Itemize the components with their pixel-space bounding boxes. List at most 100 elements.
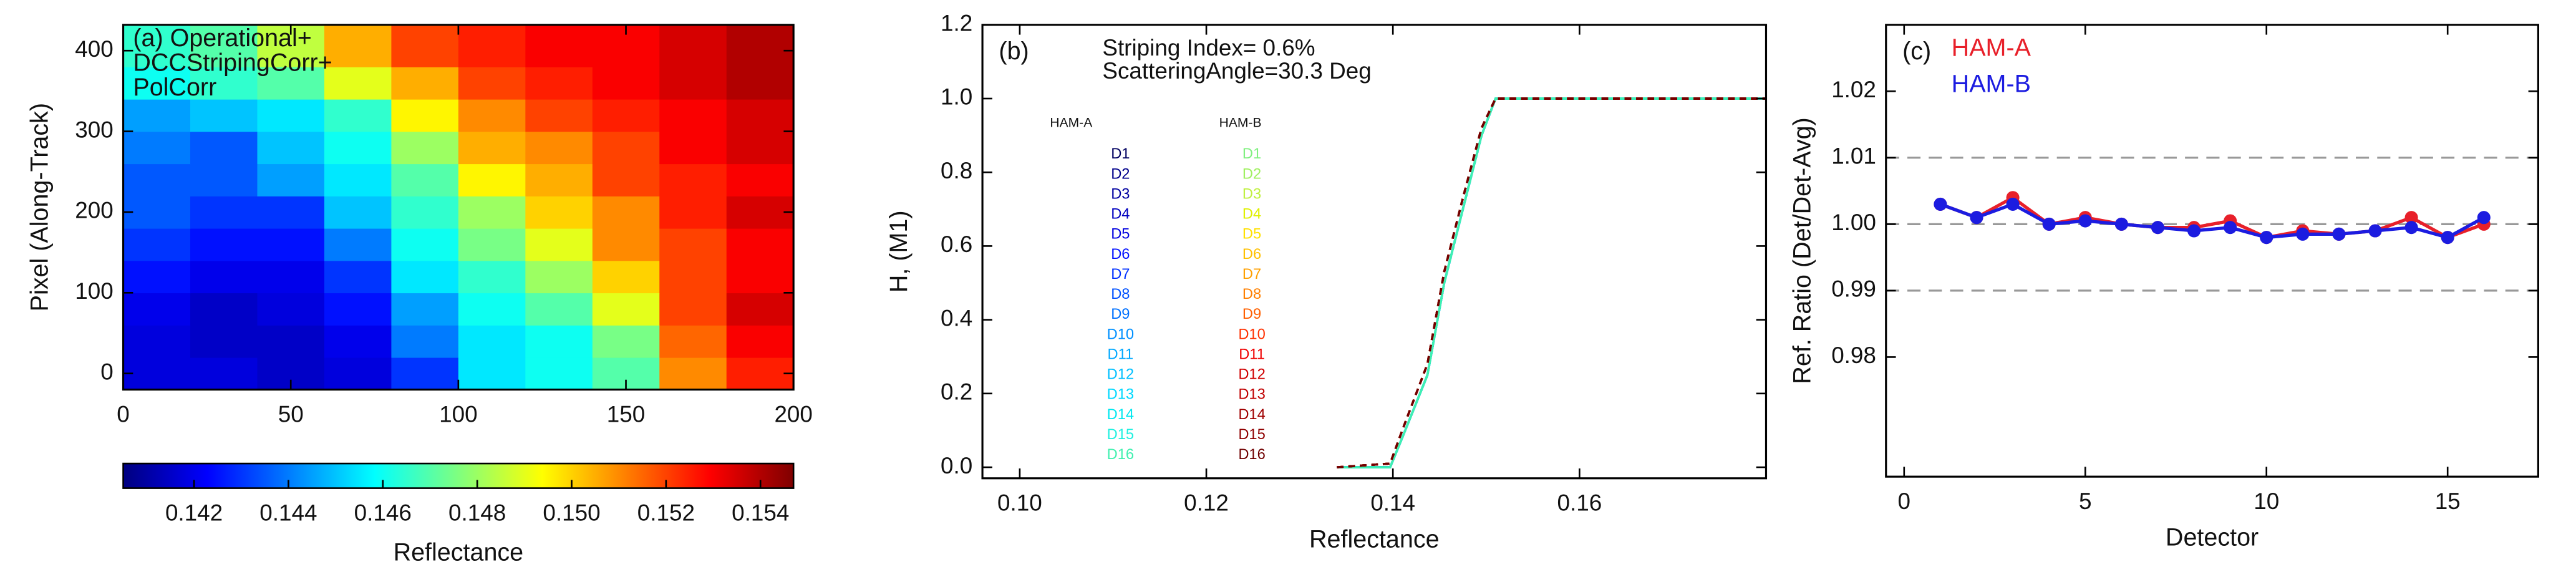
heatmap-cell [726, 99, 794, 132]
heatmap-cell [324, 24, 392, 67]
heatmap-cell [659, 163, 727, 196]
heatmap-cell [726, 357, 794, 390]
heatmap-cell [458, 24, 526, 67]
heatmap-cell [257, 99, 325, 132]
heatmap-cell [726, 163, 794, 196]
heatmap-cell [659, 24, 727, 67]
heatmap-cell [592, 196, 661, 229]
heatmap-cell [257, 196, 325, 229]
data-line [1939, 195, 2485, 240]
data-line [1337, 97, 1766, 468]
heatmap-cell [257, 325, 325, 358]
data-line [1337, 97, 1766, 468]
data-line [1337, 97, 1766, 468]
data-line [1337, 97, 1766, 468]
legend-entry: D7 [1242, 266, 1261, 283]
heatmap-cell [190, 163, 258, 196]
heatmap-cell [726, 67, 794, 100]
legend-entry: HAM-A [1952, 34, 2031, 62]
legend-entry: D1 [1111, 146, 1130, 162]
data-point [2151, 221, 2164, 235]
y-tick-label: 0.99 [1831, 276, 1876, 302]
heatmap-cell [123, 67, 191, 100]
data-line [1337, 97, 1766, 468]
heatmap-cell [123, 99, 191, 132]
annotation: Striping Index= 0.6% [1102, 35, 1315, 61]
heatmap-cell [726, 131, 794, 165]
legend-entry: D10 [1238, 326, 1265, 342]
legend-entry: D9 [1111, 306, 1130, 323]
heatmap-cell [458, 196, 526, 229]
heatmap-cell [324, 67, 392, 100]
data-point [2006, 197, 2020, 211]
heatmap-cell [257, 260, 325, 294]
heatmap-cell [592, 228, 661, 261]
data-line [1337, 97, 1766, 468]
y-tick-label: 0.8 [941, 158, 972, 183]
heatmap-cell [458, 325, 526, 358]
legend-entry: D12 [1107, 367, 1134, 383]
colorbar-tick-label: 0.152 [637, 500, 695, 525]
heatmap-cell [659, 293, 727, 326]
y-axis-label: Pixel (Along-Track) [26, 103, 53, 311]
heatmap-cell [726, 293, 794, 326]
heatmap-cell [659, 325, 727, 358]
annotation: ScatteringAngle=30.3 Deg [1102, 58, 1371, 84]
heatmap-cell [659, 260, 727, 294]
legend-entry: D13 [1238, 387, 1265, 403]
heatmap-cell [190, 228, 258, 261]
x-tick-label: 15 [2435, 488, 2461, 514]
data-line [1337, 97, 1766, 468]
colorbar-tick-label: 0.148 [448, 500, 506, 525]
x-tick-label: 0.14 [1370, 490, 1415, 516]
x-axis-label: Detector [2166, 524, 2259, 551]
legend-entry: D6 [1111, 246, 1130, 263]
x-tick-label: 200 [774, 401, 813, 427]
panel-label: (b) [999, 37, 1029, 65]
heatmap-cell [324, 325, 392, 358]
heatmap-cell [391, 260, 459, 294]
legend-entry: D2 [1242, 166, 1261, 182]
heatmap-cell [592, 293, 661, 326]
legend-entry: D5 [1242, 226, 1261, 243]
x-tick-label: 0.16 [1557, 490, 1602, 516]
heatmap-cell [525, 228, 593, 261]
heatmap-cell [257, 293, 325, 326]
legend-entry: D5 [1111, 226, 1130, 243]
legend-entry: D16 [1238, 447, 1265, 463]
heatmap-cell [190, 131, 258, 165]
heatmap-cell [123, 325, 191, 358]
legend-entry: D7 [1111, 266, 1130, 283]
heatmap-cell [726, 325, 794, 358]
data-point [1934, 197, 1947, 211]
heatmap-cell [726, 228, 794, 261]
heatmap-cell [659, 357, 727, 390]
data-line [1337, 97, 1766, 468]
data-line [1337, 97, 1766, 468]
y-tick-label: 1.2 [941, 11, 972, 36]
legend-entry: D4 [1111, 206, 1130, 223]
heatmap-cell [659, 99, 727, 132]
y-tick-label: 200 [75, 198, 114, 223]
data-line [1337, 97, 1766, 468]
legend-entry: D15 [1107, 427, 1134, 443]
y-tick-label: 300 [75, 117, 114, 142]
legend-entry: D13 [1107, 387, 1134, 403]
heatmap-cell [123, 131, 191, 165]
data-line [1337, 97, 1766, 468]
legend-entry: D14 [1107, 407, 1134, 423]
data-line [1337, 97, 1766, 468]
heatmap-cell [525, 24, 593, 67]
heatmap-cell [123, 260, 191, 294]
legend-entry: D8 [1111, 286, 1130, 303]
y-tick-label: 1.0 [941, 84, 972, 110]
legend-entry: D16 [1107, 447, 1134, 463]
data-line [1337, 97, 1766, 468]
legend-entry: HAM-B [1952, 70, 2031, 98]
heatmap-cell [659, 196, 727, 229]
heatmap-cell [190, 357, 258, 390]
legend-entry: D3 [1111, 186, 1130, 202]
data-point [2296, 227, 2310, 241]
axes-frame [122, 24, 795, 391]
data-point [2404, 211, 2418, 225]
